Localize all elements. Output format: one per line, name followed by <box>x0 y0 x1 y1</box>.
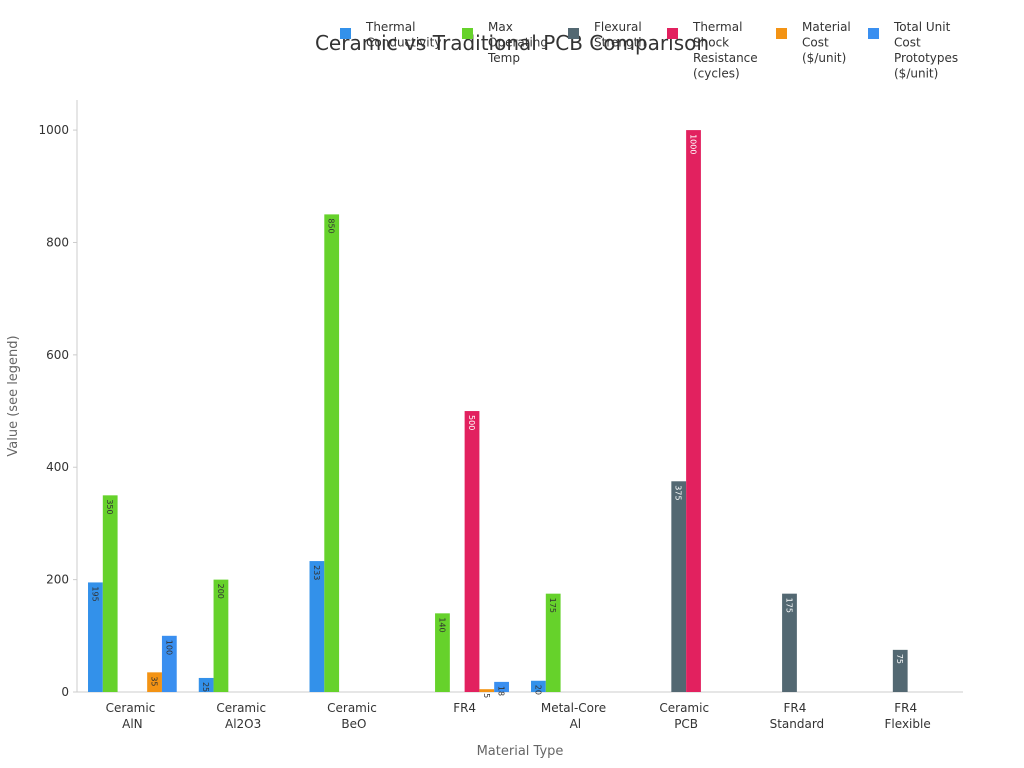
y-axis-label: Value (see legend) <box>6 335 21 456</box>
bar <box>464 411 480 692</box>
bar <box>198 677 214 692</box>
legend-label: Flexural Strength <box>594 20 646 50</box>
legend-swatch <box>667 28 678 39</box>
bar <box>161 635 177 692</box>
value-label: 75 <box>895 654 904 664</box>
bar <box>309 561 325 692</box>
x-tick-label: FR4 <box>453 701 476 715</box>
x-tick-label: FR4 Standard <box>770 701 825 731</box>
x-tick-label: FR4 Flexible <box>885 701 931 731</box>
value-label: 100 <box>164 640 173 655</box>
value-label: 175 <box>784 598 793 613</box>
value-label: 1000 <box>689 134 698 154</box>
y-tick-label: 200 <box>46 573 69 587</box>
bar <box>494 681 509 692</box>
legend-label: Material Cost ($/unit) <box>802 20 855 65</box>
legend-swatch <box>776 28 787 39</box>
value-label: 25 <box>201 682 210 692</box>
bar <box>435 613 450 692</box>
bar <box>324 214 340 692</box>
x-axis-label: Material Type <box>477 744 564 759</box>
legend-label: Thermal Shock Resistance (cycles) <box>692 20 761 81</box>
value-label: 18 <box>497 686 506 696</box>
x-tick-label: Metal-Core Al <box>541 701 610 731</box>
x-tick-label: Ceramic BeO <box>327 701 380 731</box>
value-label: 140 <box>437 617 446 632</box>
value-label: 375 <box>674 485 683 500</box>
bar <box>213 579 229 692</box>
bar <box>531 680 546 692</box>
legend-label: Total Unit Cost Prototypes ($/unit) <box>893 20 962 81</box>
chart-title: Ceramic vs Traditional PCB Comparison <box>315 31 709 55</box>
value-label: 850 <box>327 218 336 233</box>
bar <box>102 495 118 692</box>
legend-label: Max Operating Temp <box>487 20 552 65</box>
bar <box>479 689 495 692</box>
y-tick-label: 800 <box>46 235 69 249</box>
bar <box>671 481 687 692</box>
x-tick-label: Ceramic AlN <box>106 701 159 731</box>
value-label: 195 <box>90 586 99 601</box>
legend-swatch <box>568 28 579 39</box>
bar <box>892 649 908 692</box>
value-label: 20 <box>533 685 542 695</box>
value-label: 200 <box>216 584 225 599</box>
value-label: 350 <box>105 499 114 514</box>
bar <box>686 130 701 693</box>
bar <box>782 593 797 692</box>
legend-swatch <box>462 28 473 39</box>
bar <box>545 593 561 692</box>
legend-swatch <box>340 28 351 39</box>
value-label: 5 <box>482 693 491 698</box>
x-tick-label: Ceramic PCB <box>659 701 712 731</box>
y-tick-label: 1000 <box>38 123 69 137</box>
bar <box>147 672 162 692</box>
y-tick-label: 400 <box>46 460 69 474</box>
value-label: 500 <box>467 415 476 430</box>
y-tick-label: 600 <box>46 348 69 362</box>
y-tick-label: 0 <box>61 685 69 699</box>
bar <box>88 582 103 692</box>
value-label: 35 <box>150 676 159 686</box>
x-tick-label: Ceramic Al2O3 <box>216 701 269 731</box>
legend-swatch <box>868 28 879 39</box>
legend-label: Thermal Conductivity <box>365 20 441 50</box>
value-label: 233 <box>312 565 321 580</box>
value-label: 175 <box>548 598 557 613</box>
